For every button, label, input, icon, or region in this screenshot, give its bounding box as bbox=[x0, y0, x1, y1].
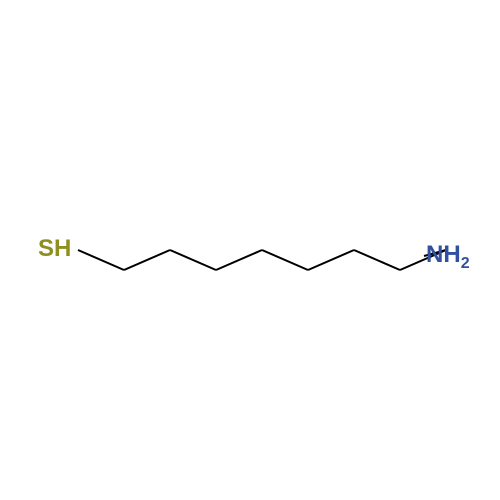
atom-label-part: H bbox=[443, 241, 460, 268]
diagram-background bbox=[0, 0, 500, 500]
molecule-diagram: SH NH2 bbox=[0, 0, 500, 500]
atom-label-s: SH bbox=[38, 235, 71, 262]
atom-label-part: SH bbox=[38, 235, 71, 262]
atom-label-part: N bbox=[426, 241, 443, 268]
atom-label-part: 2 bbox=[461, 255, 470, 272]
